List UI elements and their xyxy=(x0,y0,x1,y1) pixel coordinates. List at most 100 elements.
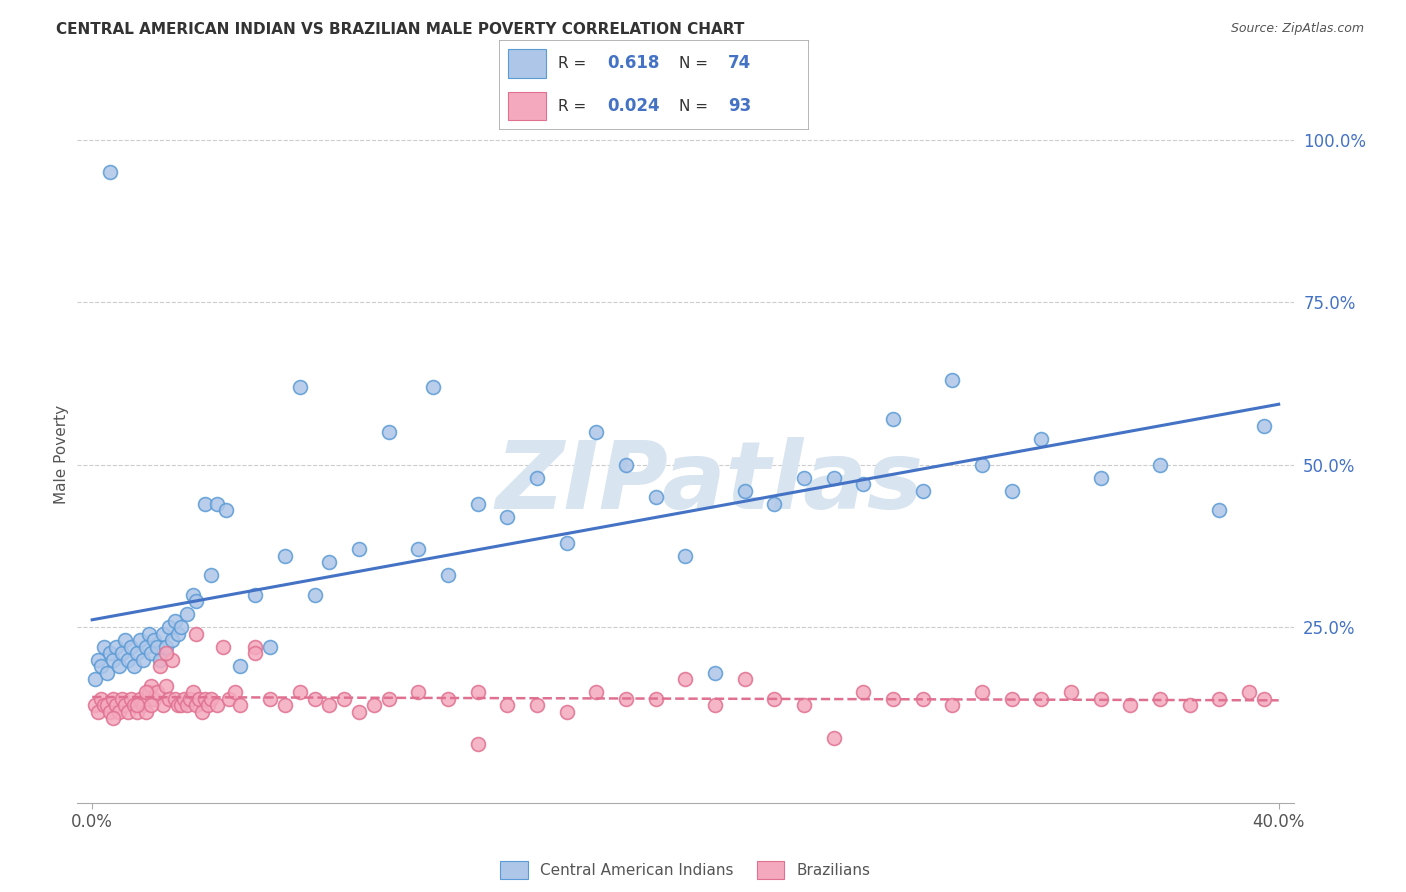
Text: R =: R = xyxy=(558,56,591,70)
Point xyxy=(882,691,904,706)
Point xyxy=(734,483,756,498)
Point xyxy=(347,705,370,719)
Point xyxy=(363,698,385,713)
Text: N =: N = xyxy=(679,99,713,113)
Point xyxy=(644,691,666,706)
Point xyxy=(288,685,311,699)
Point xyxy=(970,458,993,472)
Point xyxy=(585,425,607,439)
Point xyxy=(496,509,519,524)
Point xyxy=(422,379,444,393)
Point xyxy=(555,535,578,549)
Point xyxy=(155,640,177,654)
Point xyxy=(87,653,110,667)
Point xyxy=(437,691,460,706)
Point xyxy=(165,614,187,628)
Point xyxy=(224,685,246,699)
Point xyxy=(141,646,163,660)
Point xyxy=(90,691,112,706)
Y-axis label: Male Poverty: Male Poverty xyxy=(53,405,69,505)
Point xyxy=(823,471,845,485)
Point xyxy=(1178,698,1201,713)
Point xyxy=(101,653,124,667)
Point xyxy=(170,620,193,634)
Point xyxy=(125,698,148,713)
Point xyxy=(84,672,107,686)
Point xyxy=(104,698,127,713)
Point xyxy=(125,705,148,719)
Point xyxy=(108,705,131,719)
Point xyxy=(122,659,145,673)
Point xyxy=(176,607,198,622)
Point xyxy=(614,691,637,706)
Point xyxy=(318,555,340,569)
Point xyxy=(408,685,430,699)
Point xyxy=(1090,471,1112,485)
Point xyxy=(259,691,281,706)
Point xyxy=(941,698,963,713)
Point xyxy=(104,640,127,654)
Point xyxy=(114,698,136,713)
Point xyxy=(184,698,207,713)
Point xyxy=(467,685,489,699)
Point xyxy=(1149,458,1171,472)
Point xyxy=(149,659,172,673)
Text: ZIPatlas: ZIPatlas xyxy=(496,437,924,529)
Point xyxy=(970,685,993,699)
Point xyxy=(125,646,148,660)
Point xyxy=(96,665,118,680)
Point xyxy=(117,705,139,719)
Point xyxy=(1208,691,1230,706)
Point xyxy=(117,653,139,667)
Point xyxy=(184,626,207,640)
Point xyxy=(152,626,174,640)
Point xyxy=(205,698,228,713)
Point xyxy=(93,640,115,654)
Point xyxy=(852,685,875,699)
Point xyxy=(245,640,267,654)
Text: R =: R = xyxy=(558,99,591,113)
Point xyxy=(378,425,401,439)
Point xyxy=(911,483,934,498)
Point xyxy=(152,698,174,713)
Text: CENTRAL AMERICAN INDIAN VS BRAZILIAN MALE POVERTY CORRELATION CHART: CENTRAL AMERICAN INDIAN VS BRAZILIAN MAL… xyxy=(56,22,745,37)
Text: Source: ZipAtlas.com: Source: ZipAtlas.com xyxy=(1230,22,1364,36)
Point xyxy=(211,640,233,654)
Point xyxy=(179,691,201,706)
Point xyxy=(131,698,153,713)
Point xyxy=(167,698,190,713)
Point xyxy=(84,698,107,713)
Point xyxy=(135,685,157,699)
Point xyxy=(941,373,963,387)
Point xyxy=(614,458,637,472)
Point xyxy=(111,646,134,660)
Point xyxy=(143,691,166,706)
Point xyxy=(188,691,211,706)
Point xyxy=(128,633,150,648)
Point xyxy=(181,685,204,699)
Point xyxy=(793,471,815,485)
Point xyxy=(675,549,697,563)
Point xyxy=(467,497,489,511)
Point xyxy=(1149,691,1171,706)
Point xyxy=(128,691,150,706)
Point xyxy=(378,691,401,706)
Point xyxy=(101,691,124,706)
Text: 74: 74 xyxy=(728,54,751,72)
Point xyxy=(141,679,163,693)
Point xyxy=(214,503,236,517)
Point xyxy=(304,588,326,602)
Point xyxy=(408,542,430,557)
Point xyxy=(852,477,875,491)
Point xyxy=(1060,685,1083,699)
Point xyxy=(467,737,489,751)
Point xyxy=(170,698,193,713)
Point xyxy=(1119,698,1142,713)
Point xyxy=(138,685,160,699)
Point xyxy=(245,646,267,660)
Point xyxy=(131,653,153,667)
Point xyxy=(200,691,222,706)
Point xyxy=(98,705,121,719)
Point xyxy=(675,672,697,686)
Point xyxy=(205,497,228,511)
